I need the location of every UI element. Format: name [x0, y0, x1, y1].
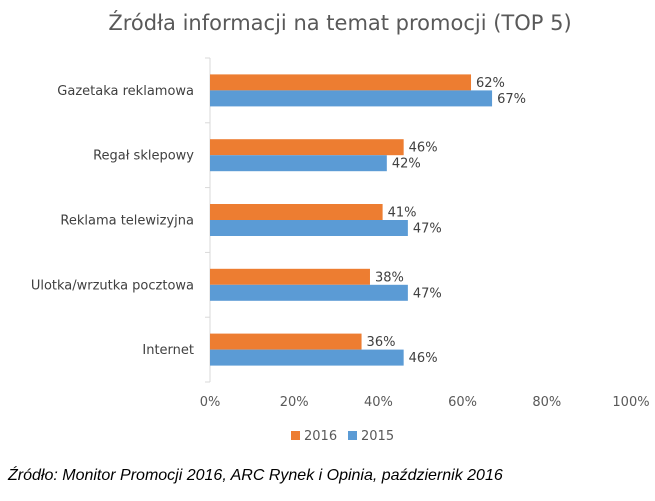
legend-label-2015: 2015 — [361, 429, 394, 444]
bar-2016 — [210, 333, 362, 350]
category-label: Internet — [142, 343, 194, 358]
data-label: 38% — [375, 270, 404, 285]
x-tick-label: 80% — [532, 395, 561, 410]
bar-2016 — [210, 268, 370, 285]
bar-2016 — [210, 204, 383, 220]
data-label: 36% — [367, 335, 396, 350]
x-tick-label: 60% — [448, 395, 477, 410]
data-label: 62% — [476, 76, 505, 91]
x-tick-label: 100% — [612, 395, 649, 410]
chart-axes: 0% 20% 40% 60% 80% 100% — [200, 57, 650, 410]
data-label: 67% — [497, 92, 526, 107]
legend-swatch-2016 — [291, 431, 300, 440]
legend-label-2016: 2016 — [304, 429, 337, 444]
category-label: Gazetaka reklamowa — [57, 84, 194, 99]
data-label: 46% — [409, 351, 438, 366]
x-tick-label: 40% — [364, 395, 393, 410]
category-label: Regał sklepowy — [93, 149, 194, 164]
bar-2015 — [210, 155, 387, 172]
bar-2016 — [210, 139, 404, 156]
x-tick-label: 0% — [200, 395, 221, 410]
chart-bars — [210, 74, 493, 366]
data-label: 41% — [388, 206, 417, 221]
category-label: Reklama telewizyjna — [60, 214, 194, 229]
x-tick-label: 20% — [280, 395, 309, 410]
bar-2015 — [210, 284, 408, 301]
source-note: Źródło: Monitor Promocji 2016, ARC Rynek… — [8, 467, 503, 484]
legend-swatch-2015 — [348, 431, 357, 440]
chart-labels: Gazetaka reklamowa 62%67% Regał sklepowy 46… — [31, 76, 526, 366]
data-label: 46% — [409, 141, 438, 156]
data-label: 47% — [413, 286, 442, 301]
bar-2015 — [210, 220, 408, 236]
chart-legend: 2016 2015 — [291, 429, 394, 444]
bar-2016 — [210, 74, 472, 91]
chart-title: Źródła informacji na temat promocji (TOP… — [108, 10, 571, 35]
category-label: Ulotka/wrzutka pocztowa — [31, 278, 194, 293]
bar-2015 — [210, 90, 493, 107]
bar-2015 — [210, 349, 404, 366]
data-label: 47% — [413, 222, 442, 237]
data-label: 42% — [392, 157, 421, 172]
